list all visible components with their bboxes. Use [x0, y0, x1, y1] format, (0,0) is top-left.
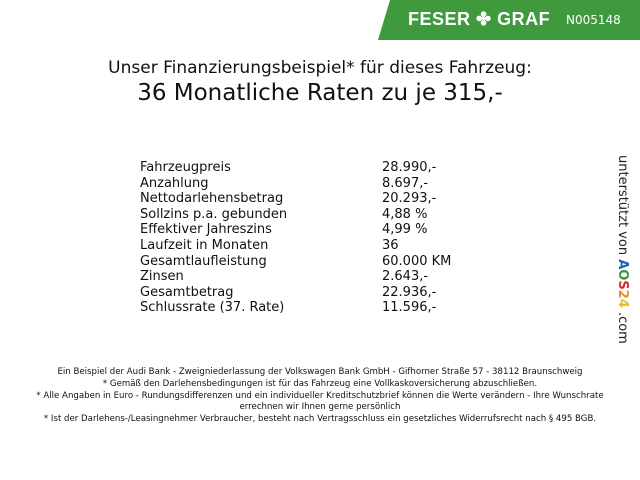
row-label: Fahrzeugpreis: [140, 160, 231, 175]
table-row: Fahrzeugpreis 28.990,-: [140, 160, 451, 176]
disclaimer-euro: * Alle Angaben in Euro - Rundungsdiffere…: [36, 391, 604, 412]
row-value: 11.596,-: [382, 300, 437, 316]
aos24-logo: AOS24: [615, 259, 630, 308]
disclaimer-bank: Ein Beispiel der Audi Bank - Zweignieder…: [57, 367, 583, 377]
supported-by-text: unterstützt von: [615, 155, 630, 256]
row-value: 28.990,-: [382, 160, 437, 175]
row-label: Nettodarlehensbetrag: [140, 191, 284, 207]
aos24-suffix: .com: [615, 311, 630, 344]
vehicle-code: N005148: [566, 13, 621, 27]
supported-by: unterstützt von AOS24 .com: [615, 155, 630, 344]
disclaimer-insurance: * Gemäß den Darlehensbedingungen ist für…: [102, 379, 538, 389]
table-row: Gesamtlaufleistung 60.000 KM: [140, 254, 451, 270]
table-row: Anzahlung 8.697,-: [140, 176, 451, 192]
disclaimer-withdrawal: * Ist der Darlehens-/Leasingnehmer Verbr…: [43, 414, 597, 424]
row-value: 4,88 %: [382, 206, 428, 222]
row-label: Anzahlung: [140, 175, 209, 191]
disclaimer: Ein Beispiel der Audi Bank - Zweignieder…: [30, 367, 610, 426]
rate-headline: 36 Monatliche Raten zu je 315,-: [137, 80, 503, 106]
clover-icon: ✤: [476, 9, 492, 29]
row-label: Zinsen: [140, 269, 184, 285]
row-label: Laufzeit in Monaten: [140, 237, 269, 253]
table-row: Gesamtbetrag 22.936,-: [140, 285, 451, 301]
row-value: 2.643,-: [382, 269, 429, 285]
row-value: 4,99 %: [382, 222, 428, 238]
finance-table: Fahrzeugpreis 28.990,- Anzahlung 8.697,- N…: [140, 160, 451, 316]
row-value: 36: [382, 237, 399, 253]
headline: Unser Finanzierungsbeispiel* für dieses …: [108, 58, 532, 78]
row-value: 8.697,-: [382, 175, 429, 191]
table-row: Laufzeit in Monaten 36: [140, 238, 451, 254]
row-value: 60.000 KM: [382, 253, 452, 269]
table-row: Nettodarlehensbetrag 20.293,-: [140, 191, 451, 207]
table-row: Zinsen 2.643,-: [140, 269, 451, 285]
row-label: Effektiver Jahreszins: [140, 222, 272, 238]
row-label: Sollzins p.a. gebunden: [140, 206, 288, 222]
row-value: 22.936,-: [382, 284, 437, 300]
header-banner: [378, 0, 640, 40]
row-value: 20.293,-: [382, 191, 437, 207]
table-row: Schlussrate (37. Rate) 11.596,-: [140, 300, 451, 316]
table-row: Effektiver Jahreszins 4,99 %: [140, 222, 451, 238]
brand-logo: FESER ✤ GRAF: [408, 9, 551, 29]
row-label: Schlussrate (37. Rate): [140, 300, 285, 316]
table-row: Sollzins p.a. gebunden 4,88 %: [140, 207, 451, 223]
row-label: Gesamtlaufleistung: [140, 253, 267, 269]
row-label: Gesamtbetrag: [140, 284, 234, 300]
